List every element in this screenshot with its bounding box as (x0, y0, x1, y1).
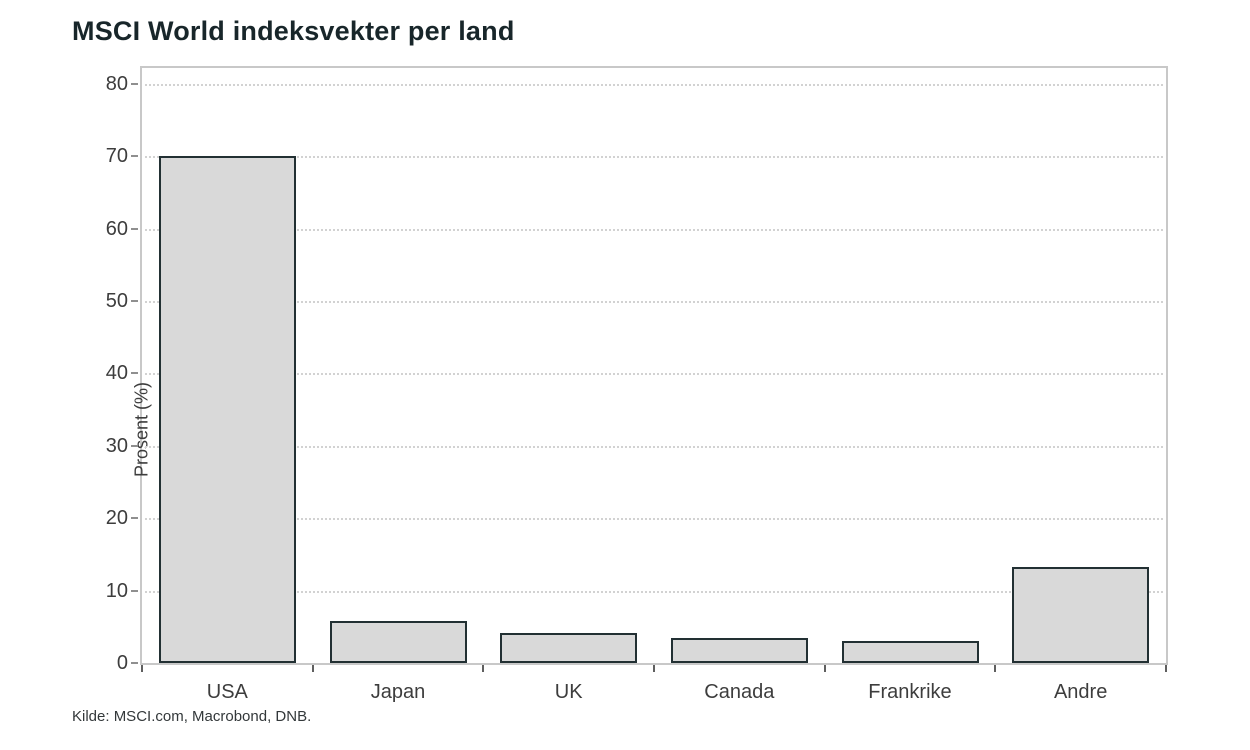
x-category-label-andre: Andre (1053, 681, 1108, 703)
gridline-y-80 (145, 83, 1163, 86)
y-tick-label-80: 80 (105, 72, 128, 95)
x-category-label-uk: UK (554, 681, 583, 703)
x-category-label-frankrike: Frankrike (868, 681, 952, 703)
x-tick-mark-1 (311, 665, 314, 672)
x-tick-mark-5 (994, 665, 997, 672)
y-tick-label-30: 30 (105, 434, 128, 457)
y-tick-mark-70 (131, 155, 138, 158)
y-tick-mark-50 (131, 300, 138, 303)
gridline-y-40 (145, 373, 1163, 376)
plot-area: Prosent (%) 0 10 20 30 40 50 60 70 80 USA Japan UK C… (106, 66, 1168, 703)
x-tick-mark-0 (141, 665, 143, 672)
gridline-y-10 (145, 590, 1163, 593)
y-tick-mark-40 (131, 372, 138, 375)
bar-uk (500, 633, 638, 663)
y-tick-mark-10 (131, 589, 138, 592)
gridline-y-60 (145, 228, 1163, 231)
y-tick-label-60: 60 (105, 217, 128, 240)
y-tick-mark-60 (131, 227, 138, 230)
y-tick-mark-20 (131, 517, 138, 520)
x-tick-mark-2 (482, 665, 485, 672)
gridline-y-50 (145, 301, 1163, 304)
bar-canada (670, 638, 808, 663)
y-tick-mark-80 (131, 82, 138, 85)
y-tick-label-10: 10 (105, 579, 128, 602)
y-tick-label-50: 50 (105, 290, 128, 313)
x-tick-mark-3 (653, 665, 655, 672)
source-note: Kilde: MSCI.com, Macrobond, DNB. (72, 708, 312, 725)
gridline-y-30 (145, 445, 1163, 448)
gridline-y-20 (145, 518, 1163, 521)
chart-title: MSCI World indeksvekter per land (72, 16, 515, 46)
y-tick-label-40: 40 (105, 362, 128, 385)
x-category-label-canada: Canada (704, 681, 775, 703)
gridline-y-70 (145, 156, 1163, 159)
x-tick-mark-4 (823, 665, 826, 672)
x-category-label-usa: USA (206, 681, 248, 703)
y-tick-label-20: 20 (105, 507, 128, 530)
y-tick-mark-0 (131, 662, 138, 664)
bar-usa (158, 155, 296, 663)
bar-andre (1012, 566, 1150, 663)
x-tick-mark-6 (1165, 665, 1167, 672)
y-tick-mark-30 (131, 444, 138, 447)
y-tick-label-70: 70 (105, 145, 128, 168)
x-category-label-japan: Japan (370, 681, 426, 703)
bar-frankrike (841, 640, 979, 663)
bar-japan (329, 621, 467, 663)
y-tick-label-0: 0 (116, 652, 128, 674)
